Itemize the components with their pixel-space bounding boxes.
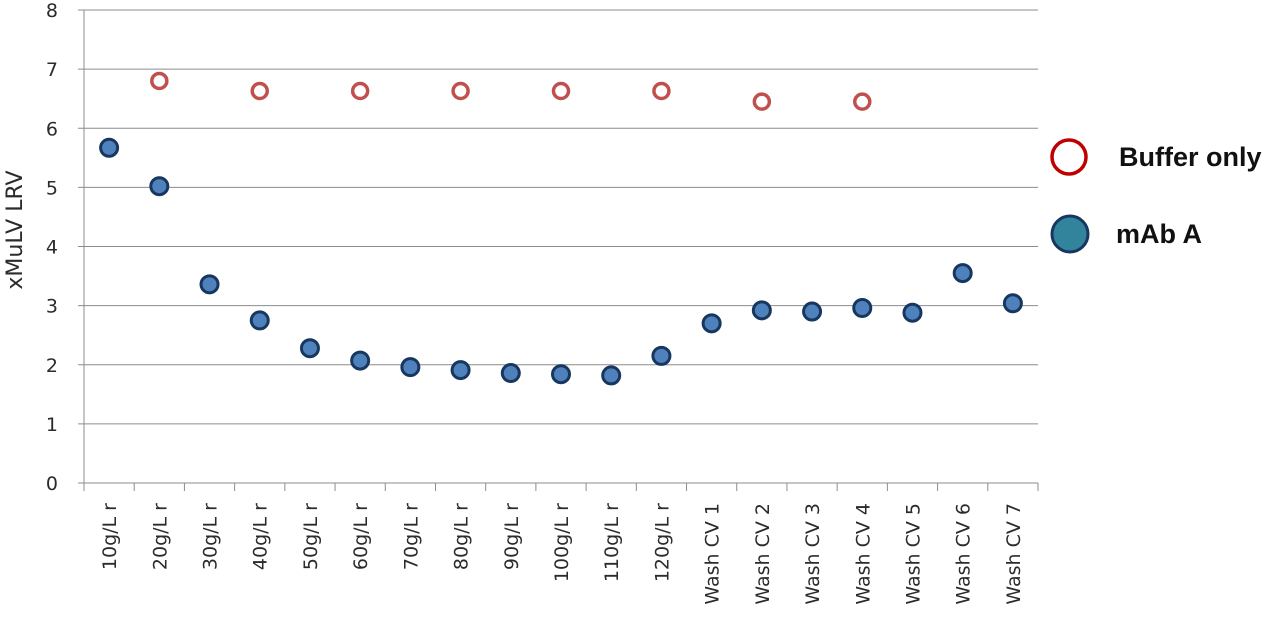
data-points xyxy=(99,71,1023,386)
x-tick-label: 40g/L r xyxy=(250,503,272,570)
x-tick-label: 120g/L r xyxy=(651,503,673,582)
x-tick-label: 50g/L r xyxy=(300,503,322,570)
buffer-only-point xyxy=(551,81,571,101)
x-tick-label: 90g/L r xyxy=(501,503,523,570)
x-tick-label: 20g/L r xyxy=(149,503,171,570)
y-tick-label: 0 xyxy=(46,473,58,495)
buffer-only-point xyxy=(451,81,470,101)
axes: 0 1 2 3 4 5 6 7 8 10g/L r 20g/L r 30g/L r 40g/L r 50g… xyxy=(46,0,1039,605)
legend-marker-mab-a xyxy=(1050,214,1090,254)
mab-a-point xyxy=(802,301,823,322)
x-tick-label: 110g/L r xyxy=(601,503,623,582)
y-tick-label: 6 xyxy=(46,118,58,140)
y-tick-label: 7 xyxy=(46,59,58,81)
gridlines xyxy=(84,9,1038,425)
mab-a-point xyxy=(551,364,571,385)
mab-a-point xyxy=(1002,293,1023,314)
x-tick-label: Wash CV 1 xyxy=(702,503,724,605)
mab-a-point xyxy=(99,137,120,158)
buffer-only-point xyxy=(150,71,169,91)
y-tick-label: 1 xyxy=(46,414,58,436)
mab-a-point xyxy=(400,357,421,378)
y-tick-label: 3 xyxy=(46,296,58,318)
mab-a-point xyxy=(852,297,873,318)
x-tick-label: 100g/L r xyxy=(551,503,573,582)
buffer-only-point xyxy=(752,92,772,111)
buffer-only-point xyxy=(250,81,269,101)
mab-a-point xyxy=(601,365,622,386)
buffer-only-point xyxy=(853,92,872,111)
x-tick-label: Wash CV 4 xyxy=(852,503,874,605)
x-tick-label: 70g/L r xyxy=(400,503,422,570)
x-tick-label: 30g/L r xyxy=(200,503,222,570)
legend-marker-buffer-only xyxy=(1050,138,1088,176)
y-tick-label: 8 xyxy=(46,0,58,22)
mab-a-point xyxy=(701,313,722,334)
mab-a-point xyxy=(249,310,270,331)
x-tick-label: Wash CV 2 xyxy=(752,503,774,605)
x-tick-label: Wash CV 5 xyxy=(902,503,924,605)
x-tick-label: 80g/L r xyxy=(451,503,473,570)
legend-label: Buffer only xyxy=(1119,142,1262,172)
y-axis-title: xMuLV LRV xyxy=(3,170,28,289)
mab-a-point xyxy=(350,350,371,371)
x-tick-label: Wash CV 6 xyxy=(953,503,975,605)
mab-a-point xyxy=(500,363,521,384)
legend-label: mAb A xyxy=(1116,219,1202,249)
mab-a-point xyxy=(299,338,320,359)
x-tick-label: 60g/L r xyxy=(350,503,372,570)
buffer-only-point xyxy=(652,81,671,101)
y-tick-label: 4 xyxy=(46,237,58,259)
y-tick-label: 5 xyxy=(46,177,58,199)
mab-a-point xyxy=(751,300,772,321)
y-tick-label: 2 xyxy=(46,355,58,377)
mab-a-point xyxy=(149,176,170,197)
legend: Buffer only mAb A xyxy=(1050,138,1262,254)
x-tick-label: Wash CV 7 xyxy=(1003,503,1025,605)
mab-a-point xyxy=(199,274,220,295)
buffer-only-point xyxy=(350,81,370,101)
x-tick-label: 10g/L r xyxy=(99,503,121,570)
x-tick-label: Wash CV 3 xyxy=(802,503,824,605)
mab-a-point xyxy=(651,345,672,366)
mab-a-point xyxy=(952,263,973,284)
mab-a-point xyxy=(450,360,471,381)
mab-a-point xyxy=(902,302,923,323)
